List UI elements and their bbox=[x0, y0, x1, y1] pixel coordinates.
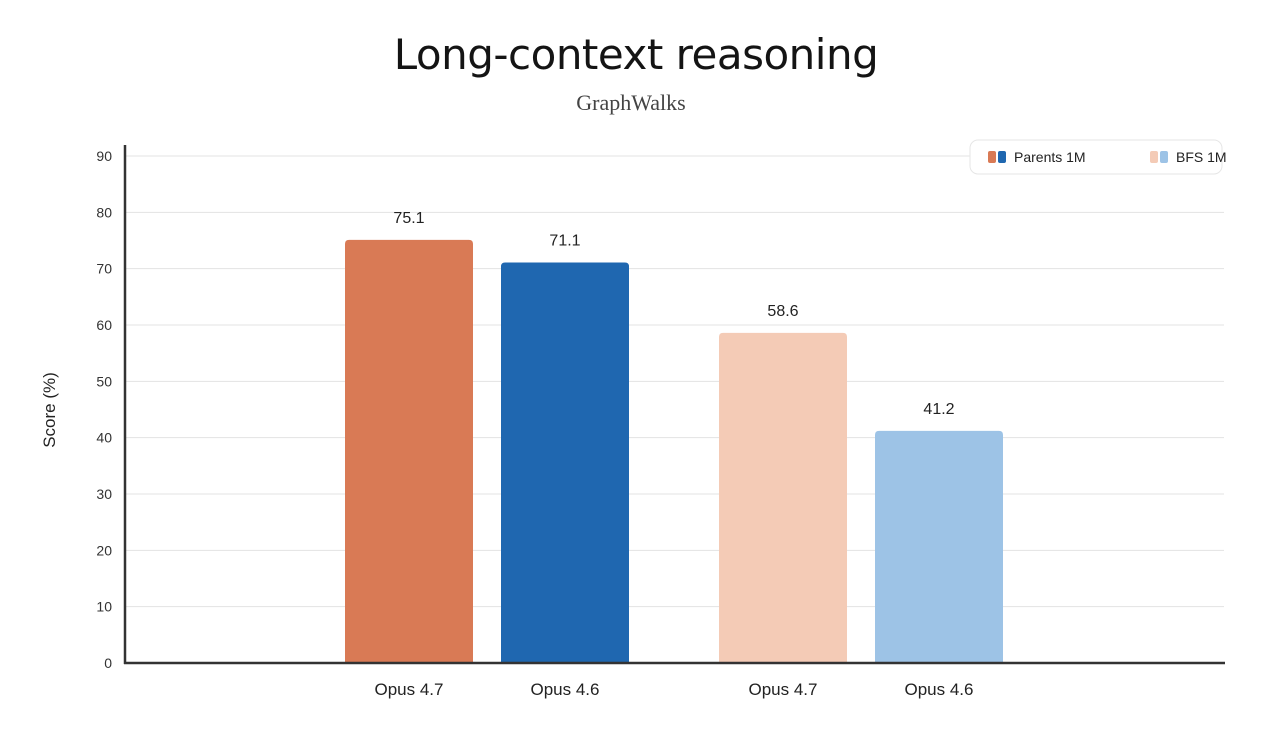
data-label: 71.1 bbox=[549, 232, 580, 249]
bar bbox=[501, 262, 629, 663]
x-tick-label: Opus 4.6 bbox=[531, 680, 600, 699]
bar bbox=[345, 239, 473, 664]
x-tick-label: Opus 4.7 bbox=[375, 680, 444, 699]
legend-label: BFS 1M bbox=[1176, 149, 1227, 165]
y-tick-label: 30 bbox=[96, 486, 112, 502]
legend: Parents 1M BFS 1M bbox=[969, 139, 1227, 175]
x-tick-label: Opus 4.7 bbox=[749, 680, 818, 699]
legend-swatch bbox=[1160, 151, 1168, 163]
legend-label: Parents 1M bbox=[1014, 149, 1086, 165]
x-tick-label: Opus 4.6 bbox=[905, 680, 974, 699]
data-label: 75.1 bbox=[393, 210, 424, 227]
y-tick-label: 0 bbox=[104, 655, 112, 671]
y-tick-label: 70 bbox=[96, 261, 112, 277]
legend-swatch bbox=[988, 151, 996, 163]
legend-swatch bbox=[1150, 151, 1158, 163]
y-tick-label: 20 bbox=[96, 542, 112, 558]
chart-title: Long-context reasoning bbox=[393, 30, 879, 79]
data-label: 41.2 bbox=[923, 401, 954, 418]
y-tick-label: 50 bbox=[96, 373, 112, 389]
bar bbox=[719, 332, 847, 663]
data-label: 58.6 bbox=[767, 303, 798, 320]
legend-swatch bbox=[998, 151, 1006, 163]
chart-subtitle: GraphWalks bbox=[576, 90, 686, 115]
y-tick-label: 40 bbox=[96, 430, 112, 446]
y-tick-label: 80 bbox=[96, 204, 112, 220]
bar bbox=[875, 430, 1003, 663]
y-tick-label: 90 bbox=[96, 148, 112, 164]
y-tick-label: 10 bbox=[96, 599, 112, 615]
y-axis-label: Score (%) bbox=[40, 372, 59, 448]
y-tick-label: 60 bbox=[96, 317, 112, 333]
